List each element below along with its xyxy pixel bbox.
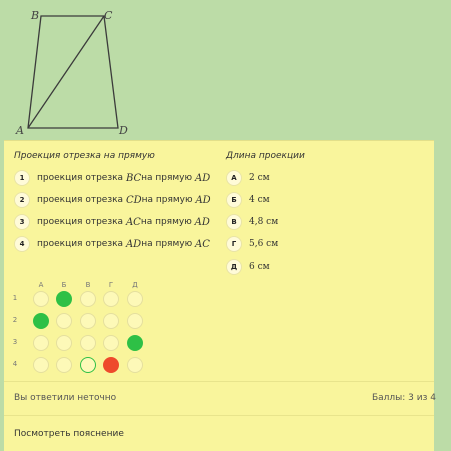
list-item: 1 проекция отрезка BC на прямую AD bbox=[14, 170, 210, 186]
option-value: 4 см bbox=[249, 195, 270, 205]
item-number: 1 bbox=[14, 170, 30, 186]
item-segment: CD bbox=[125, 194, 142, 206]
item-line: AD bbox=[194, 172, 211, 184]
answer-option: В 4,8 см bbox=[226, 214, 278, 230]
grid-cell[interactable] bbox=[56, 291, 72, 307]
grid-cell[interactable] bbox=[33, 335, 49, 351]
answer-option: Д 6 см bbox=[226, 259, 270, 275]
option-letter: Г bbox=[226, 236, 242, 252]
list-item: 4 проекция отрезка AD на прямую AC bbox=[14, 236, 210, 252]
grid-cell[interactable] bbox=[56, 357, 72, 373]
item-mid: на прямую bbox=[141, 239, 193, 249]
item-segment: AC bbox=[125, 216, 141, 228]
grid-row-header: 1 bbox=[12, 294, 18, 302]
answer-option: Б 4 см bbox=[226, 192, 270, 208]
grid-row-header: 4 bbox=[12, 360, 18, 368]
answer-option: Г 5,6 см bbox=[226, 236, 278, 252]
grid-column-header: В bbox=[85, 281, 91, 289]
vertex-b-label: B bbox=[30, 9, 39, 22]
vertex-d-label: D bbox=[118, 124, 128, 137]
grid-column-header: Д bbox=[132, 281, 138, 289]
result-message: Вы ответили неточно bbox=[14, 393, 117, 403]
score-label: Баллы: 3 из 4 bbox=[371, 393, 436, 403]
grid-cell[interactable] bbox=[103, 291, 119, 307]
divider bbox=[4, 415, 434, 416]
grid-row-header: 2 bbox=[12, 316, 18, 324]
item-mid: на прямую bbox=[141, 173, 193, 183]
grid-cell[interactable] bbox=[127, 335, 143, 351]
grid-cell[interactable] bbox=[33, 357, 49, 373]
grid-cell[interactable] bbox=[56, 335, 72, 351]
grid-cell[interactable] bbox=[80, 313, 96, 329]
item-prefix: проекция отрезка bbox=[37, 239, 124, 249]
list-item: 2 проекция отрезка CD на прямую AD bbox=[14, 192, 211, 208]
grid-cell[interactable] bbox=[33, 291, 49, 307]
item-prefix: проекция отрезка bbox=[37, 173, 124, 183]
diagonal-ac bbox=[27, 15, 105, 129]
list-item: 3 проекция отрезка AC на прямую AD bbox=[14, 214, 210, 230]
grid-column-header: Г bbox=[108, 281, 114, 289]
option-letter: В bbox=[226, 214, 242, 230]
grid-cell[interactable] bbox=[56, 313, 72, 329]
item-number: 4 bbox=[14, 236, 30, 252]
item-segment: BC bbox=[125, 172, 142, 184]
option-letter: Д bbox=[226, 259, 242, 275]
length-column-header: Длина проекции bbox=[226, 151, 305, 161]
grid-cell[interactable] bbox=[103, 335, 119, 351]
option-letter: Б bbox=[226, 192, 242, 208]
trapezoid-outline bbox=[27, 15, 119, 129]
trapezoid-figure: B C A D bbox=[15, 9, 128, 137]
option-value: 4,8 см bbox=[249, 217, 279, 227]
item-segment: AD bbox=[125, 238, 142, 250]
grid-cell[interactable] bbox=[127, 357, 143, 373]
projection-column-header: Проекция отрезка на прямую bbox=[14, 151, 155, 161]
option-value: 6 см bbox=[249, 262, 270, 272]
grid-cell[interactable] bbox=[103, 357, 119, 373]
grid-row-header: 3 bbox=[12, 338, 18, 346]
grid-cell[interactable] bbox=[80, 335, 96, 351]
vertex-a-label: A bbox=[15, 124, 24, 137]
grid-column-header: А bbox=[38, 281, 44, 289]
item-number: 2 bbox=[14, 192, 30, 208]
answer-option: А 2 см bbox=[226, 170, 270, 186]
divider bbox=[4, 381, 434, 382]
item-prefix: проекция отрезка bbox=[37, 195, 124, 205]
item-number: 3 bbox=[14, 214, 30, 230]
grid-column-header: Б bbox=[61, 281, 67, 289]
grid-cell[interactable] bbox=[127, 291, 143, 307]
grid-cell[interactable] bbox=[127, 313, 143, 329]
item-prefix: проекция отрезка bbox=[37, 217, 124, 227]
vertex-c-label: C bbox=[104, 9, 113, 22]
option-value: 5,6 см bbox=[249, 239, 279, 249]
item-mid: на прямую bbox=[140, 217, 192, 227]
item-line: AD bbox=[195, 194, 211, 206]
grid-cell[interactable] bbox=[80, 357, 96, 373]
item-line: AD bbox=[194, 216, 210, 228]
item-mid: на прямую bbox=[141, 195, 193, 205]
option-letter: А bbox=[226, 170, 242, 186]
grid-cell[interactable] bbox=[80, 291, 96, 307]
show-explanation-link[interactable]: Посмотреть пояснение bbox=[14, 429, 124, 439]
task-card: Проекция отрезка на прямую Длина проекци… bbox=[4, 140, 436, 451]
item-line: AC bbox=[195, 238, 210, 250]
option-value: 2 см bbox=[249, 173, 270, 183]
grid-cell[interactable] bbox=[33, 313, 49, 329]
grid-cell[interactable] bbox=[103, 313, 119, 329]
